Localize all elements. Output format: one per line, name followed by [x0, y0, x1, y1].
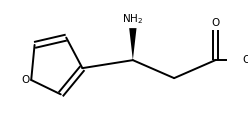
Text: NH$_2$: NH$_2$ [122, 12, 143, 26]
Text: O: O [242, 55, 248, 65]
Polygon shape [129, 28, 136, 60]
Text: O: O [21, 75, 29, 85]
Text: O: O [211, 18, 219, 28]
